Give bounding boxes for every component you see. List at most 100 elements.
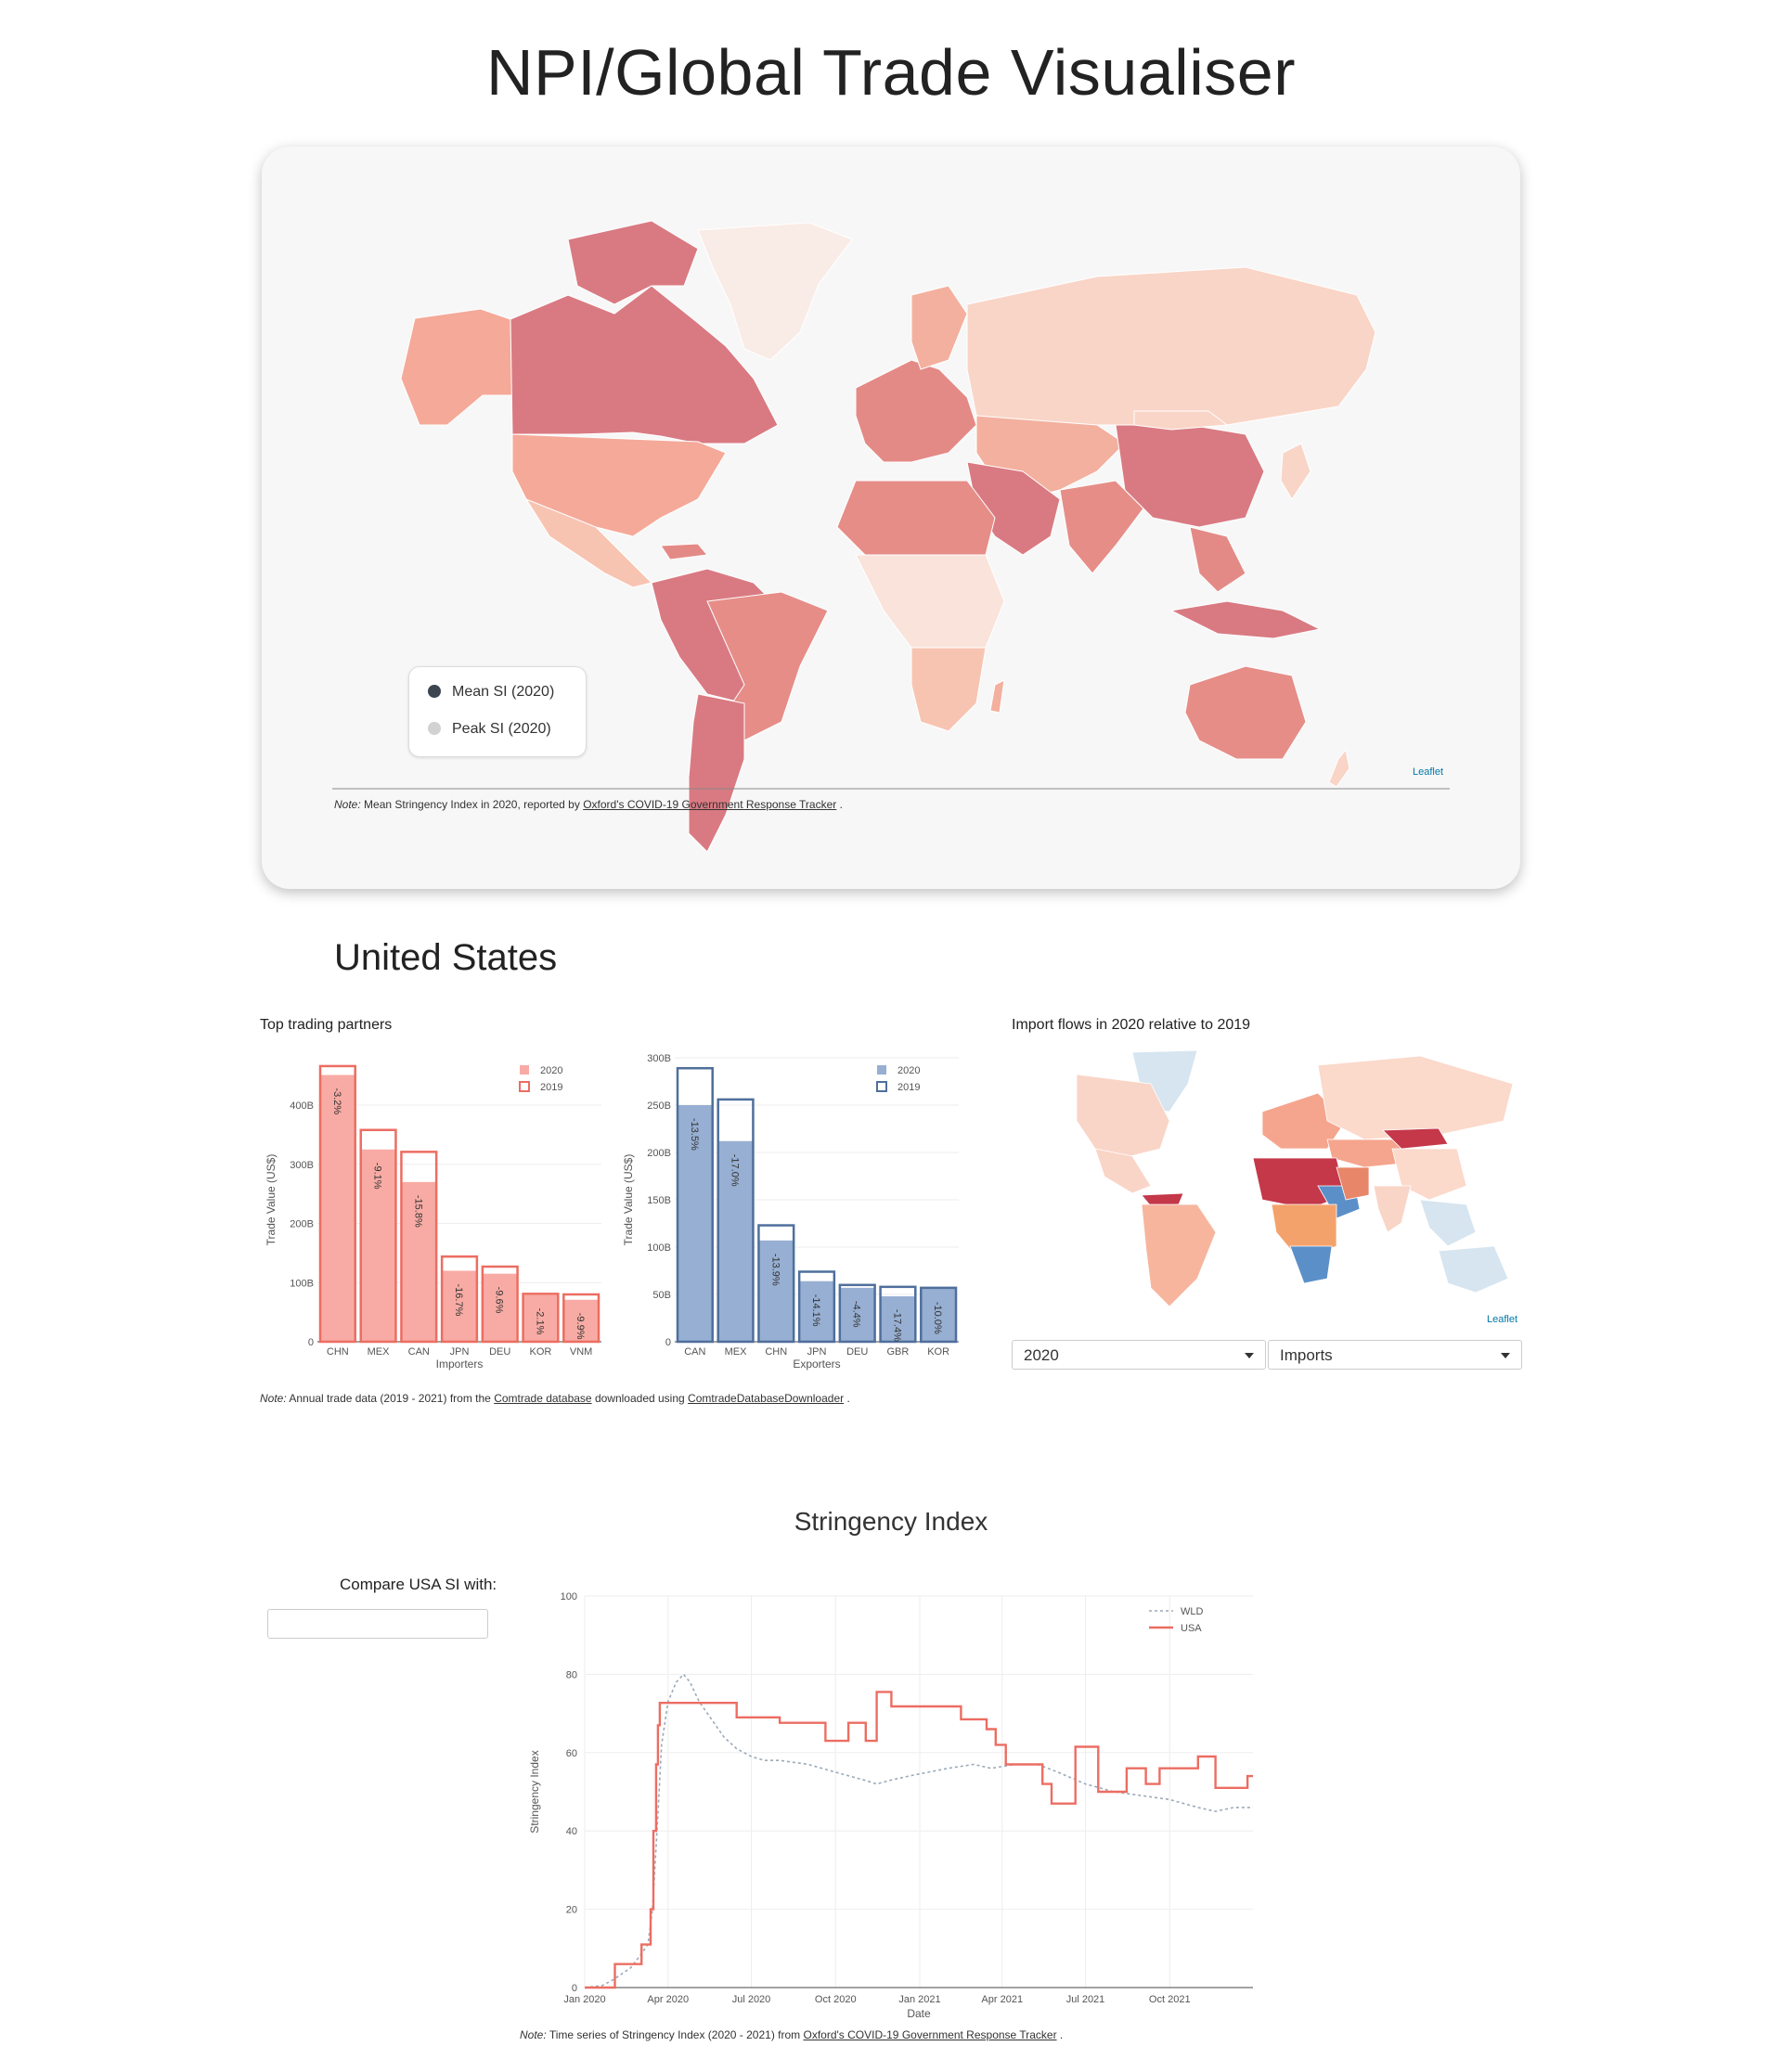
- si-y-tick-label: 40: [566, 1826, 577, 1837]
- year-select[interactable]: 2020: [1012, 1340, 1266, 1370]
- compare-label: Compare USA SI with:: [340, 1576, 497, 1593]
- stringency-chart[interactable]: 0 20 40 60 80 100 Jan 2020 Apr 2020 Jul 2020 Oct …: [520, 1577, 1281, 2051]
- legend-dot-dark-icon: [428, 685, 441, 698]
- bar-2019-MEX: [359, 1128, 397, 1344]
- import-flows-map[interactable]: [1012, 1047, 1522, 1325]
- bar-2019-JPN: [440, 1255, 479, 1344]
- x-tick-label: JPN: [807, 1346, 827, 1358]
- y-tick-label: 300B: [290, 1160, 314, 1171]
- x-axis-title: Exporters: [793, 1358, 840, 1371]
- map-note-suffix: .: [839, 798, 843, 811]
- si-oxford-tracker-link[interactable]: Oxford's COVID-19 Government Response Tr…: [803, 2028, 1057, 2041]
- x-tick-label: GBR: [887, 1346, 910, 1358]
- map-mexico: [524, 497, 652, 588]
- si-x-tick-label: Oct 2021: [1149, 1994, 1191, 2005]
- exporters-chart[interactable]: 0 50B 100B 150B 200B 250B 300B -13.5% CAN -17.0% M…: [617, 1047, 970, 1381]
- map-s-america-south: [688, 693, 745, 853]
- map-australia: [1184, 665, 1307, 760]
- bar-2020-JPN: [799, 1281, 834, 1342]
- legend-item-mean-si[interactable]: Mean SI (2020): [428, 684, 554, 701]
- bar-2020-CAN: [678, 1105, 713, 1342]
- x-tick-label: JPN: [450, 1346, 470, 1358]
- importers-chart[interactable]: 0 100B 200B 300B 400B -3.2% CHN -9.1% MEX -15.8% C…: [260, 1047, 613, 1381]
- legend-swatch-2020: [520, 1065, 529, 1075]
- bar-change-label: -16.7%: [453, 1284, 464, 1317]
- x-tick-label: KOR: [927, 1346, 949, 1358]
- flow-select[interactable]: Imports: [1268, 1340, 1522, 1370]
- map-legend: Mean SI (2020) Peak SI (2020): [408, 666, 587, 757]
- comtrade-link[interactable]: Comtrade database: [494, 1392, 592, 1405]
- bar-change-label: -15.8%: [412, 1195, 423, 1228]
- x-tick-label: DEU: [489, 1346, 510, 1358]
- y-tick-label: 250B: [647, 1100, 671, 1112]
- oxford-tracker-link[interactable]: Oxford's COVID-19 Government Response Tr…: [583, 798, 837, 811]
- legend-item-peak-si[interactable]: Peak SI (2020): [428, 721, 551, 738]
- map-europe: [855, 359, 977, 463]
- si-y-tick-label: 20: [566, 1905, 577, 1916]
- si-x-axis-title: Date: [907, 2007, 931, 2020]
- si-section-title: Stringency Index: [794, 1507, 988, 1536]
- map-mongolia: [1133, 410, 1229, 431]
- leaflet-attribution-link[interactable]: Leaflet: [1413, 766, 1444, 778]
- flow-mongolia: [1382, 1127, 1449, 1150]
- bar-2019-DEU: [481, 1265, 519, 1344]
- bar-change-label: -13.9%: [769, 1254, 781, 1286]
- y-tick-label: 0: [665, 1337, 671, 1348]
- flow-mexico: [1094, 1148, 1152, 1194]
- x-tick-label: MEX: [725, 1346, 748, 1358]
- y-tick-label: 0: [308, 1337, 314, 1348]
- si-y-tick-label: 0: [572, 1983, 577, 1994]
- bar-2019-KOR: [920, 1286, 958, 1344]
- si-x-tick-label: Oct 2020: [815, 1994, 857, 2005]
- si-note-text: Time series of Stringency Index (2020 - …: [549, 2028, 801, 2041]
- bar-2020-MEX: [717, 1140, 754, 1342]
- map-alaska: [400, 308, 513, 426]
- legend-label-2019: 2019: [897, 1082, 920, 1093]
- x-tick-label: CHN: [327, 1346, 349, 1358]
- x-tick-label: CHN: [765, 1346, 787, 1358]
- bar-2019-CAN: [676, 1066, 714, 1344]
- legend-swatch-2019: [876, 1081, 887, 1092]
- bar-2020-DEU: [482, 1273, 518, 1342]
- si-x-tick-label: Jan 2021: [898, 1994, 940, 2005]
- trade-note-prefix: Note:: [260, 1392, 287, 1405]
- flow-australia: [1438, 1245, 1509, 1293]
- map-canada: [510, 285, 779, 444]
- map-nz: [1328, 748, 1350, 788]
- world-map-card[interactable]: Mean SI (2020) Peak SI (2020) Leaflet No…: [262, 147, 1520, 889]
- legend-label-2020: 2020: [540, 1065, 562, 1076]
- y-tick-label: 400B: [290, 1100, 314, 1112]
- bar-2019-CHN: [318, 1064, 356, 1344]
- y-tick-label: 50B: [652, 1290, 671, 1301]
- si-note: Note: Time series of Stringency Index (2…: [520, 2028, 1063, 2041]
- x-axis-title: Importers: [436, 1358, 484, 1371]
- si-x-tick-label: Apr 2021: [981, 1994, 1023, 2005]
- flow-russia: [1317, 1055, 1514, 1140]
- flow-select-chevron-down-icon: [1501, 1353, 1510, 1358]
- bar-change-label: -2.1%: [534, 1308, 545, 1335]
- map-madagascar: [989, 679, 1005, 714]
- trading-partners-label: Top trading partners: [260, 1017, 393, 1033]
- flow-africa-south: [1289, 1245, 1333, 1284]
- compare-country-input[interactable]: [267, 1609, 488, 1639]
- flow-leaflet-attribution-link[interactable]: Leaflet: [1487, 1314, 1518, 1325]
- y-tick-label: 300B: [647, 1053, 671, 1064]
- si-legend-wld-label: WLD: [1181, 1606, 1204, 1617]
- bar-2020-MEX: [360, 1149, 396, 1342]
- bar-2019-CHN: [757, 1224, 795, 1344]
- bar-2019-GBR: [879, 1285, 917, 1344]
- bar-change-label: -3.2%: [331, 1087, 342, 1114]
- trade-note: Note: Annual trade data (2019 - 2021) fr…: [260, 1392, 850, 1405]
- world-map[interactable]: [262, 147, 1520, 889]
- si-series-line-USA: [585, 1691, 1253, 1989]
- legend-label-mean: Mean SI (2020): [452, 684, 555, 700]
- bar-2019-VNM: [562, 1293, 600, 1344]
- si-legend-usa-label: USA: [1181, 1623, 1202, 1634]
- legend-label-2019: 2019: [540, 1082, 562, 1093]
- map-se-asia: [1189, 526, 1246, 593]
- legend-dot-light-icon: [428, 722, 441, 735]
- map-canada-islands: [567, 220, 699, 305]
- downloader-link[interactable]: ComtradeDatabaseDownloader: [688, 1392, 845, 1405]
- map-indonesia: [1169, 600, 1322, 639]
- si-y-tick-label: 80: [566, 1669, 577, 1680]
